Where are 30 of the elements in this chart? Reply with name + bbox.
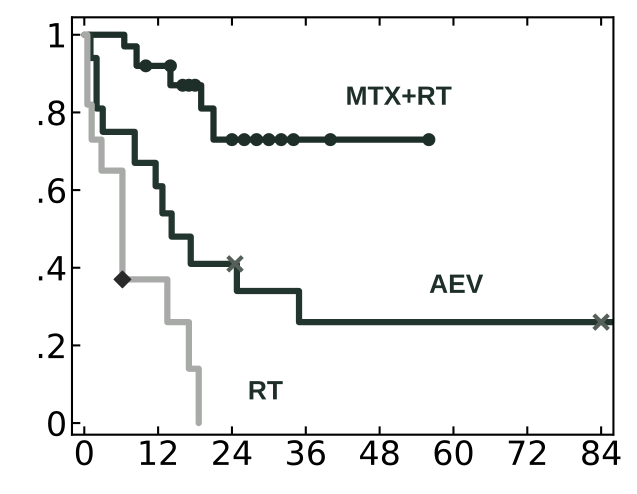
x-tick-label: 48 xyxy=(360,440,399,466)
point xyxy=(422,133,436,146)
point xyxy=(139,59,152,72)
series-label: MTX+RT xyxy=(347,86,452,105)
point xyxy=(274,133,288,146)
point xyxy=(262,133,276,146)
x-tick-label: 0 xyxy=(76,440,93,466)
y-tick-label: .2 xyxy=(38,333,64,358)
y-tick-label: 1 xyxy=(50,23,64,48)
x-tick-label: 24 xyxy=(213,440,252,465)
x-tick-label: 60 xyxy=(434,440,472,466)
point xyxy=(238,133,251,146)
point xyxy=(114,270,132,288)
x-tick-label: 12 xyxy=(140,440,176,465)
y-tick-label: .4 xyxy=(38,256,66,280)
point xyxy=(324,133,337,146)
series-label: RT xyxy=(250,381,283,400)
series-label: AEV xyxy=(430,274,484,293)
point xyxy=(286,133,300,146)
y-tick-label: .6 xyxy=(38,178,66,204)
point xyxy=(164,59,177,72)
x-tick-label: 84 xyxy=(582,440,620,466)
point xyxy=(226,254,244,274)
point xyxy=(250,133,264,146)
y-tick-label: .8 xyxy=(38,100,65,126)
point xyxy=(225,133,238,146)
point xyxy=(592,312,610,332)
y-tick-label: 0 xyxy=(48,410,65,436)
x-tick-label: 36 xyxy=(287,440,325,466)
x-tick-label: 72 xyxy=(508,440,546,465)
